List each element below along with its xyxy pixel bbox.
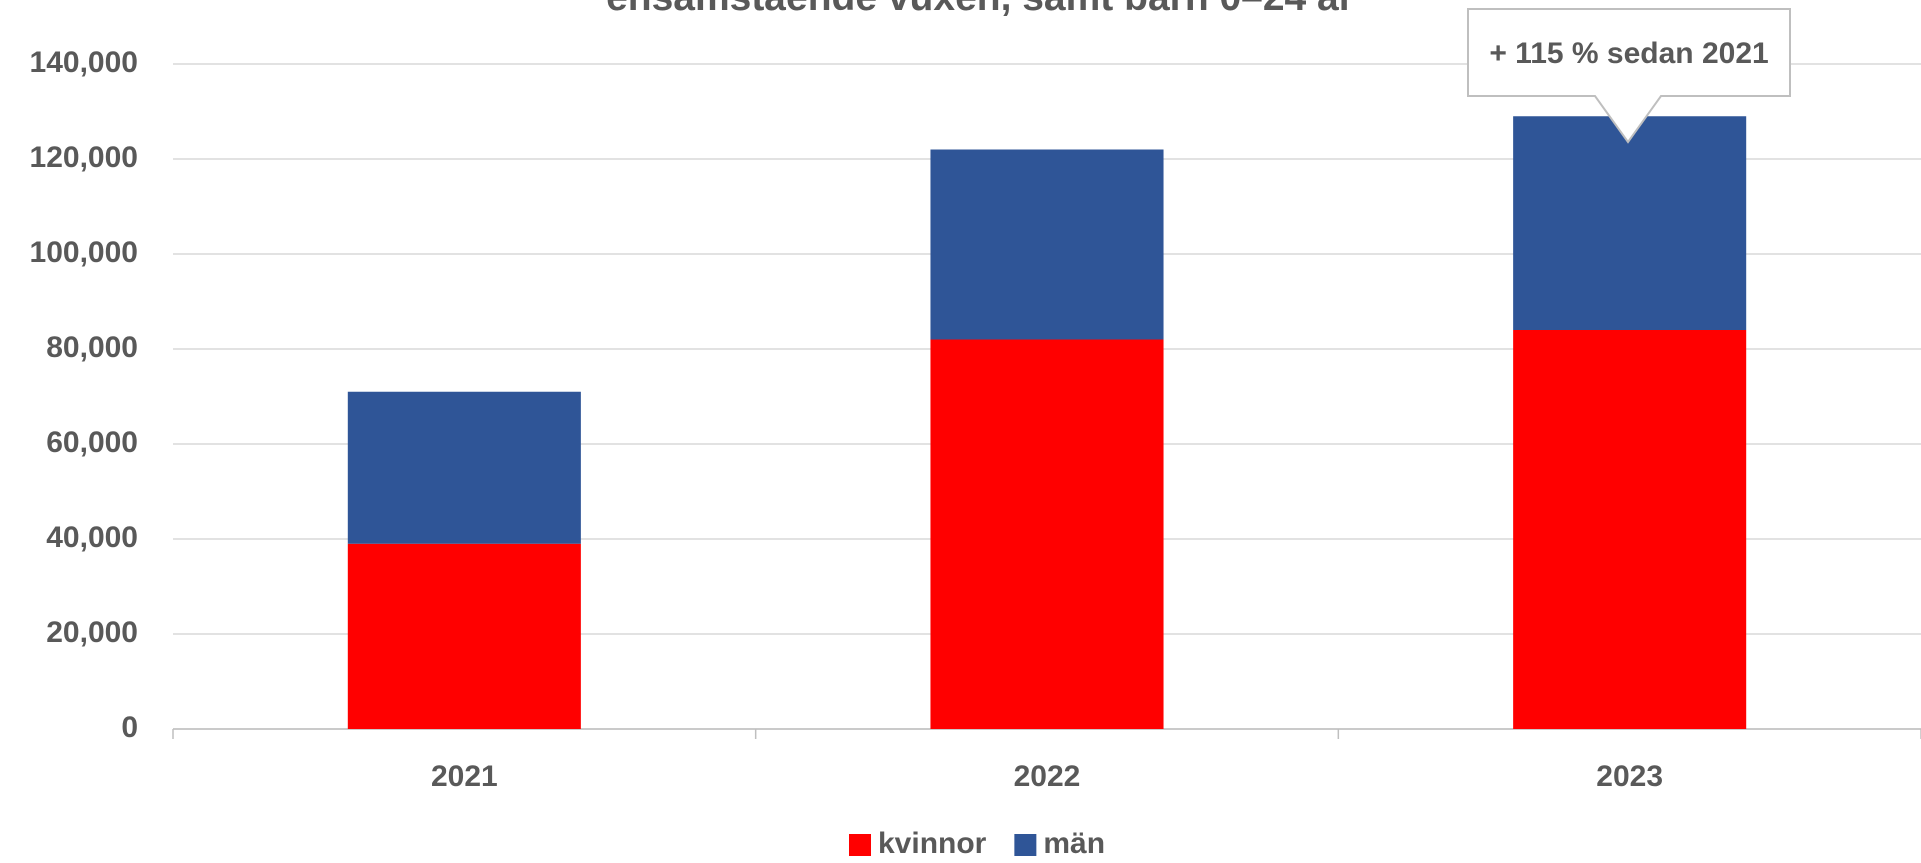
x-tick-label: 2023 [1596, 760, 1663, 793]
x-tick-label: 2022 [1014, 760, 1081, 793]
chart-title: ensamstående vuxen, samt barn 0–24 år [606, 0, 1354, 19]
annotation-callout: + 115 % sedan 2021 [1467, 8, 1791, 144]
y-tick-label: 80,000 [46, 331, 138, 364]
bar-segment [1513, 116, 1747, 330]
legend-label: kvinnor [878, 827, 987, 860]
y-tick-label: 100,000 [30, 236, 138, 269]
legend-label: män [1043, 827, 1105, 860]
y-tick-label: 0 [121, 711, 138, 744]
bar-segment [347, 543, 581, 729]
x-tick-label: 2021 [431, 760, 498, 793]
y-tick-label: 140,000 [30, 46, 138, 79]
annotation-text: + 115 % sedan 2021 [1489, 37, 1768, 70]
callout-shape [1467, 8, 1791, 144]
y-tick-label: 60,000 [46, 426, 138, 459]
y-tick-label: 20,000 [46, 616, 138, 649]
y-tick-label: 40,000 [46, 521, 138, 554]
legend-swatch [849, 834, 871, 856]
y-tick-label: 120,000 [30, 141, 138, 174]
bar-segment [347, 391, 581, 544]
legend-swatch [1014, 834, 1037, 856]
bar-segment [930, 149, 1164, 340]
bar-segment [1513, 330, 1747, 729]
bar-segment [930, 339, 1164, 729]
